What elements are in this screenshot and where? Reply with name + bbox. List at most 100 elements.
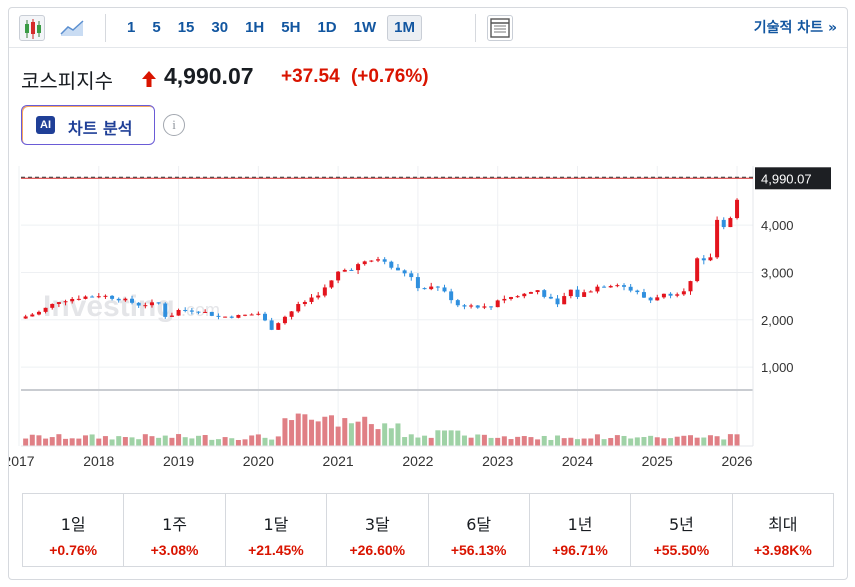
volume-bar — [315, 421, 321, 446]
candle-body — [422, 288, 427, 290]
performance-return: +56.13% — [450, 542, 507, 558]
performance-return: +26.60% — [349, 542, 406, 558]
performance-cell[interactable]: 1달 +21.45% — [226, 494, 328, 566]
ai-chart-analysis-button[interactable]: AI 차트 분석 — [21, 105, 155, 145]
volume-bar — [63, 438, 69, 446]
volume-bar — [548, 439, 554, 446]
candle-body — [389, 261, 394, 268]
performance-return: +3.98K% — [753, 542, 812, 558]
toolbar-divider — [105, 14, 106, 42]
candle-body — [356, 264, 361, 271]
candle-body — [336, 271, 341, 281]
volume-bar — [335, 426, 341, 446]
volume-bar — [302, 414, 308, 446]
volume-bar — [614, 435, 620, 446]
performance-period: 1주 — [162, 515, 188, 534]
candle-body — [615, 285, 620, 287]
x-axis-tick-label: 2020 — [243, 453, 274, 469]
volume-bar — [501, 436, 507, 446]
candlestick-chart-icon[interactable] — [19, 15, 45, 41]
info-icon[interactable]: i — [163, 114, 185, 136]
interval-15-button[interactable]: 15 — [177, 19, 195, 36]
candle-body — [715, 219, 720, 258]
interval-1d-button[interactable]: 1D — [317, 19, 337, 36]
volume-bar — [448, 430, 454, 446]
interval-1m-button[interactable]: 1M — [387, 15, 422, 41]
candle-body — [302, 301, 307, 305]
candle-body — [508, 297, 513, 299]
interval-5-button[interactable]: 5 — [152, 19, 161, 36]
performance-cell[interactable]: 3달 +26.60% — [327, 494, 429, 566]
volume-bar — [182, 437, 188, 446]
candle-body — [90, 296, 95, 298]
candle-body — [648, 297, 653, 301]
performance-period: 1일 — [60, 515, 86, 534]
candle-body — [203, 311, 208, 313]
performance-period: 6달 — [466, 515, 492, 534]
volume-bar — [395, 423, 401, 446]
volume-bar — [661, 438, 667, 446]
candle-body — [189, 310, 194, 312]
volume-bar — [581, 438, 587, 446]
candle-body — [269, 320, 274, 330]
candle-body — [23, 316, 28, 319]
volume-bar — [461, 435, 467, 446]
technical-chart-link[interactable]: 기술적 차트 » — [753, 20, 837, 36]
interval-5h-button[interactable]: 5H — [281, 19, 301, 36]
performance-cell[interactable]: 1년 +96.71% — [530, 494, 632, 566]
interval-1w-button[interactable]: 1W — [353, 19, 377, 36]
candle-body — [728, 218, 733, 228]
candle-body — [169, 315, 174, 317]
volume-bar — [69, 438, 75, 446]
candle-body — [668, 293, 673, 296]
interval-selector: 1 5 15 30 1H 5H 1D 1W 1M — [121, 15, 427, 41]
table-view-icon[interactable] — [487, 15, 513, 41]
candle-body — [70, 298, 75, 302]
volume-bar — [322, 416, 328, 446]
performance-period: 1달 — [263, 515, 289, 534]
performance-cell[interactable]: 1주 +3.08% — [124, 494, 226, 566]
candle-body — [495, 300, 500, 308]
candle-body — [608, 286, 613, 288]
interval-30-button[interactable]: 30 — [211, 19, 229, 36]
volume-bar — [222, 437, 228, 446]
candle-body — [562, 296, 567, 305]
volume-bar — [688, 435, 694, 446]
candle-body — [701, 258, 706, 261]
volume-bar — [262, 437, 268, 446]
volume-bar — [355, 421, 361, 446]
area-chart-icon[interactable] — [59, 15, 85, 41]
interval-1-button[interactable]: 1 — [127, 19, 136, 36]
performance-return: +3.08% — [150, 542, 199, 558]
candle-body — [575, 289, 580, 297]
performance-cell[interactable]: 6달 +56.13% — [429, 494, 530, 566]
candle-body — [123, 298, 128, 301]
candle-body — [449, 291, 454, 301]
ai-icon: AI — [36, 116, 55, 134]
volume-bar — [621, 435, 627, 446]
performance-cell[interactable]: 1일 +0.76% — [23, 494, 125, 566]
ai-button-label: 차트 분석 — [68, 119, 133, 138]
candle-body — [289, 311, 294, 317]
volume-bar — [96, 438, 102, 446]
candle-body — [43, 307, 48, 312]
performance-return: +21.45% — [248, 542, 304, 558]
watermark-logo: Investing — [43, 290, 175, 323]
candle-body — [322, 287, 327, 296]
performance-cell[interactable]: 최대 +3.98K% — [733, 494, 833, 566]
x-axis-tick-label: 2017 — [9, 453, 35, 469]
volume-bar — [362, 416, 368, 446]
volume-bar — [116, 436, 122, 446]
volume-bar — [269, 439, 275, 446]
candle-body — [595, 286, 600, 292]
performance-return: +96.71% — [552, 542, 608, 558]
candle-body — [588, 291, 593, 293]
performance-cell[interactable]: 5년 +55.50% — [631, 494, 733, 566]
interval-1h-button[interactable]: 1H — [245, 19, 265, 36]
volume-bar — [694, 437, 700, 446]
candle-body — [655, 297, 660, 301]
volume-bar — [601, 439, 607, 446]
candle-body — [548, 296, 553, 299]
volume-bar — [348, 423, 354, 446]
